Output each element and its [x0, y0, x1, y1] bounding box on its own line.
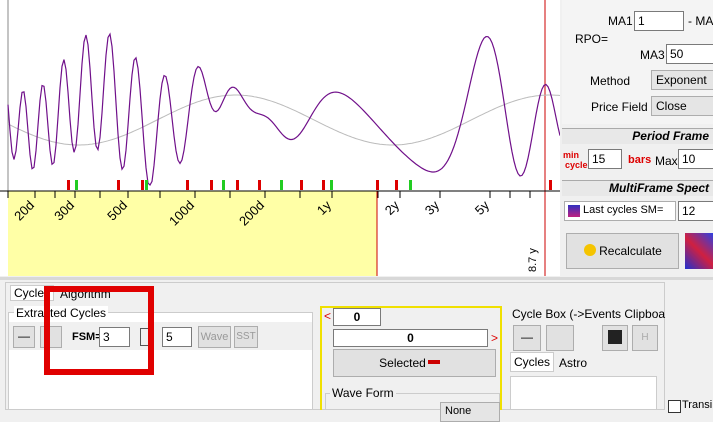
transit-label: Transi — [682, 399, 713, 411]
event-tick — [145, 180, 148, 190]
ma3-input[interactable]: 50 — [666, 44, 713, 64]
ma1-label: MA1 — [608, 14, 633, 28]
event-tick — [409, 180, 412, 190]
min-input[interactable]: 15 — [588, 149, 622, 169]
left-arrow[interactable]: < — [324, 309, 332, 323]
method-select[interactable]: Exponent — [651, 70, 713, 90]
cycle-box-title: Cycle Box (->Events Clipboa — [512, 307, 666, 321]
waves — [7, 32, 560, 186]
ma-dash: - MA — [688, 14, 713, 28]
sun-icon — [584, 244, 596, 256]
cycle-label: cycle — [565, 160, 588, 170]
smooth-line — [7, 94, 560, 146]
box-tab-cycles[interactable]: Cycles — [510, 352, 555, 372]
method-label: Method — [590, 74, 631, 88]
ma3-label: MA3 — [640, 48, 665, 62]
min-label: min — [563, 150, 580, 160]
offset-input[interactable]: 0 — [333, 308, 381, 326]
price-field-select[interactable]: Close — [651, 96, 713, 116]
period-frame-title: Period Frame — [562, 128, 713, 144]
fsm-input[interactable]: 3 — [99, 327, 130, 347]
price-field-label: Price Field — [591, 100, 648, 114]
event-tick — [141, 180, 144, 190]
transit-checkbox[interactable] — [668, 400, 681, 413]
wave-button[interactable]: Wave — [198, 326, 231, 348]
event-tick — [117, 180, 120, 190]
box-edit-button[interactable] — [546, 325, 574, 351]
center-input[interactable]: 0 — [333, 329, 488, 347]
edge-label: 8.7 y — [527, 248, 539, 272]
rpo-label: RPO= — [575, 32, 609, 46]
h-button[interactable]: H — [632, 325, 658, 351]
event-tick — [376, 180, 379, 190]
event-tick — [258, 180, 261, 190]
box-tab-astro[interactable]: Astro — [559, 356, 588, 370]
recalculate-button[interactable]: Recalculate — [566, 233, 679, 269]
events — [67, 180, 552, 190]
selected-button[interactable]: Selected — [333, 349, 496, 377]
wave-form-title: Wave Form — [330, 386, 396, 400]
arrow-icon — [428, 360, 440, 364]
last-cycles-select[interactable]: Last cycles SM= — [564, 201, 676, 221]
sm-input[interactable]: 12 — [678, 201, 713, 221]
event-tick — [210, 180, 213, 190]
second-input[interactable]: 5 — [162, 327, 192, 347]
ma1-input[interactable]: 1 — [634, 11, 684, 31]
multiframe-title: MultiFrame Spect — [562, 180, 713, 196]
select-icon — [568, 205, 580, 217]
event-tick — [322, 180, 325, 190]
splitter — [0, 277, 713, 280]
remove-button[interactable]: — — [13, 326, 35, 348]
event-tick — [549, 180, 552, 190]
max-input[interactable]: 10 — [678, 149, 713, 169]
spectrum-button[interactable] — [685, 233, 713, 269]
fsm-label: FSM= — [72, 331, 102, 343]
event-tick — [67, 180, 70, 190]
wave-line — [7, 32, 560, 186]
sst-button[interactable]: SST — [234, 326, 258, 348]
event-tick — [186, 180, 189, 190]
max-label: Max — [655, 154, 678, 168]
event-tick — [75, 180, 78, 190]
box-remove-button[interactable]: — — [513, 325, 541, 351]
event-tick — [330, 180, 333, 190]
selection-panel — [320, 306, 502, 410]
tab-cycles[interactable]: Cycles — [10, 285, 55, 301]
bars-label: bars — [628, 154, 652, 166]
save-icon — [608, 330, 622, 344]
event-tick — [395, 180, 398, 190]
wave-form-select[interactable]: None — [440, 402, 500, 422]
cycle-box-list — [510, 376, 657, 410]
right-arrow[interactable]: > — [491, 331, 499, 345]
highlight-box — [44, 286, 154, 375]
event-tick — [236, 180, 239, 190]
cycle-chart: 20d 30d 50d 100d 200d 1y 2y 3y 5y 8.7 y — [0, 0, 560, 276]
extracted-title: Extracted Cycles — [14, 306, 109, 320]
event-tick — [222, 180, 225, 190]
axis-band — [8, 191, 377, 276]
event-tick — [280, 180, 283, 190]
event-tick — [300, 180, 303, 190]
